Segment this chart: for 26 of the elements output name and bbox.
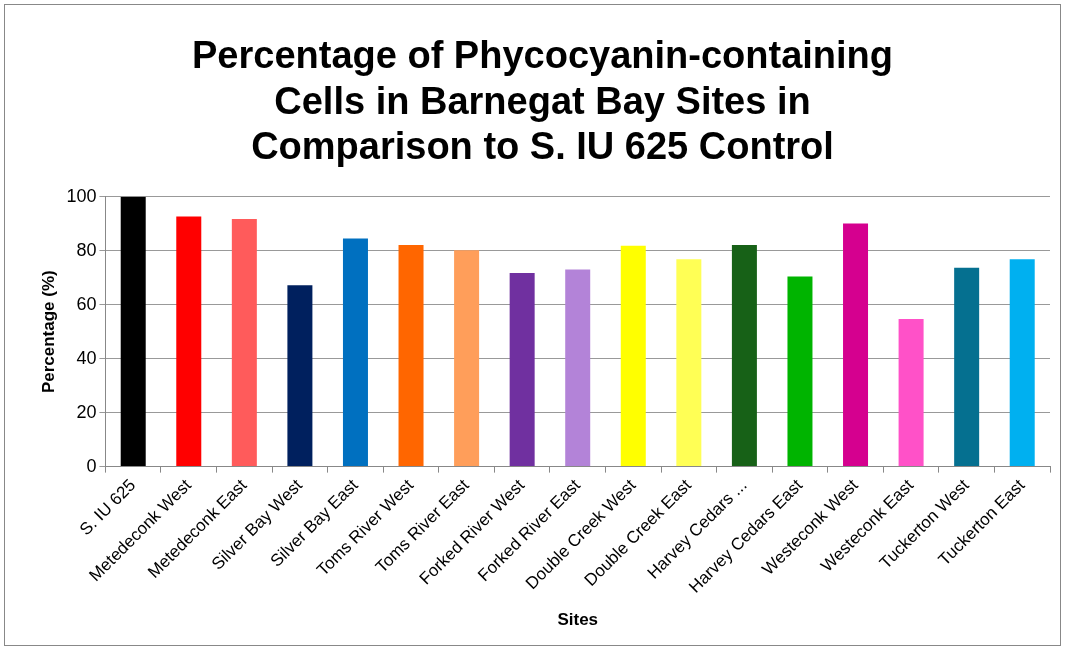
bar [342, 238, 368, 467]
y-tick-label: 40 [76, 347, 97, 368]
bar [731, 245, 757, 467]
y-axis-title: Percentage (%) [38, 270, 58, 394]
y-tick-label: 0 [86, 455, 97, 476]
bar [898, 319, 924, 467]
y-tick-label: 100 [66, 185, 97, 206]
bar [454, 250, 480, 467]
bar [176, 216, 202, 467]
bar [287, 285, 313, 467]
chart-title: Percentage of Phycocyanin-containing Cells in Barnegat Bay Sites in Comparison to S. IU 625 Control [191, 34, 894, 168]
bar [120, 196, 146, 467]
bar [787, 276, 813, 467]
y-tick-label: 20 [76, 401, 97, 422]
bar [954, 267, 980, 467]
bar [509, 272, 535, 467]
bar [231, 218, 257, 467]
y-tick-label: 80 [76, 239, 97, 260]
bar [620, 245, 646, 467]
bar [843, 223, 869, 467]
y-tick-label: 60 [76, 293, 97, 314]
x-axis-title: Sites [557, 610, 599, 630]
bar [565, 269, 591, 467]
bar [676, 259, 702, 467]
bar [1009, 259, 1035, 467]
bar [398, 245, 424, 467]
